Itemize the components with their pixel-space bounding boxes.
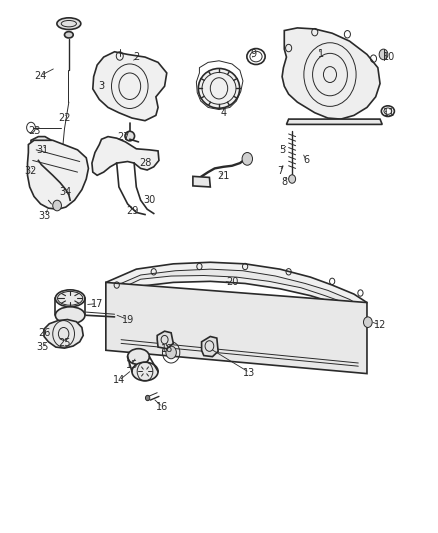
Text: 5: 5	[279, 145, 285, 155]
Text: 26: 26	[39, 328, 51, 338]
Polygon shape	[31, 136, 53, 156]
Text: 1: 1	[318, 50, 325, 59]
Text: 31: 31	[37, 145, 49, 155]
Circle shape	[166, 346, 177, 359]
Polygon shape	[157, 331, 173, 349]
Circle shape	[145, 395, 150, 401]
Text: 25: 25	[58, 338, 71, 349]
Circle shape	[364, 317, 372, 327]
Text: 35: 35	[36, 342, 49, 352]
Polygon shape	[201, 336, 218, 357]
Polygon shape	[28, 140, 88, 209]
Text: 34: 34	[60, 187, 72, 197]
Text: 9: 9	[251, 50, 257, 59]
Ellipse shape	[55, 307, 85, 324]
Text: 10: 10	[383, 52, 395, 62]
Text: 30: 30	[143, 195, 155, 205]
Text: 16: 16	[156, 402, 169, 412]
Polygon shape	[92, 136, 159, 175]
Ellipse shape	[132, 362, 158, 381]
Text: 24: 24	[34, 70, 47, 80]
Ellipse shape	[127, 349, 149, 365]
Text: 32: 32	[25, 166, 37, 176]
Text: 8: 8	[281, 176, 287, 187]
Text: 28: 28	[139, 158, 151, 168]
Polygon shape	[193, 176, 210, 187]
Polygon shape	[106, 282, 367, 374]
Text: 11: 11	[383, 108, 395, 118]
Text: 3: 3	[99, 81, 105, 91]
Polygon shape	[286, 119, 382, 124]
Polygon shape	[93, 52, 167, 120]
Circle shape	[289, 175, 296, 183]
Text: 19: 19	[121, 314, 134, 325]
Text: 6: 6	[303, 156, 309, 165]
Circle shape	[53, 200, 61, 211]
Text: 20: 20	[226, 277, 238, 287]
Text: 33: 33	[39, 211, 51, 221]
Text: 14: 14	[113, 375, 125, 385]
Text: 2: 2	[133, 52, 139, 62]
Polygon shape	[44, 319, 83, 348]
Text: 18: 18	[161, 344, 173, 354]
Ellipse shape	[125, 131, 134, 141]
Polygon shape	[282, 28, 380, 119]
Ellipse shape	[64, 31, 73, 38]
Polygon shape	[106, 262, 367, 310]
Polygon shape	[114, 269, 358, 308]
Text: 7: 7	[277, 166, 283, 176]
Ellipse shape	[198, 68, 240, 108]
Circle shape	[242, 152, 253, 165]
Text: 17: 17	[91, 298, 103, 309]
Text: 4: 4	[220, 108, 226, 118]
Text: 23: 23	[28, 126, 40, 136]
Text: 12: 12	[374, 320, 386, 330]
Text: 13: 13	[244, 368, 256, 377]
Circle shape	[379, 49, 388, 60]
Text: 27: 27	[117, 132, 130, 142]
Text: 15: 15	[126, 360, 138, 369]
Text: 29: 29	[126, 206, 138, 216]
Text: 22: 22	[58, 113, 71, 123]
Ellipse shape	[55, 290, 85, 307]
Ellipse shape	[57, 18, 81, 29]
Text: 21: 21	[217, 172, 230, 181]
